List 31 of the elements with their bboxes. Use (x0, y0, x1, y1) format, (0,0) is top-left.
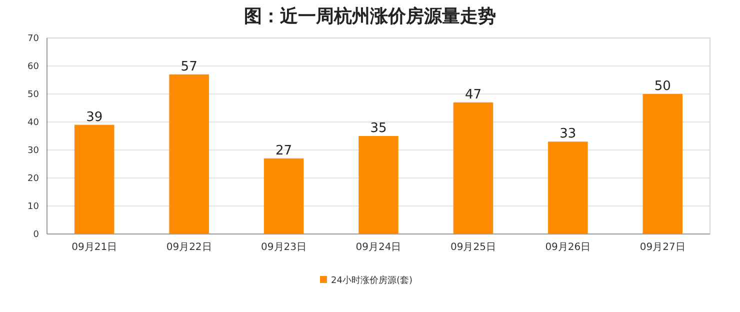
bar (74, 124, 114, 234)
data-label: 39 (86, 110, 103, 125)
legend-label: 24小时涨价房源(套) (331, 275, 412, 286)
bar (358, 136, 398, 234)
y-tick-label: 0 (33, 230, 40, 240)
data-label: 47 (464, 87, 482, 102)
x-tick-label: 09月27日 (640, 242, 686, 253)
x-tick-label: 09月21日 (72, 242, 118, 253)
data-label: 35 (370, 121, 387, 136)
data-label: 50 (654, 79, 671, 94)
bar (169, 74, 209, 234)
y-tick-label: 70 (28, 34, 40, 44)
x-tick-label: 09月26日 (545, 242, 591, 253)
bar (548, 142, 588, 234)
y-tick-label: 30 (28, 146, 40, 156)
bar (453, 102, 494, 234)
y-tick-label: 10 (28, 202, 40, 212)
data-label: 57 (180, 59, 198, 74)
bar (264, 158, 304, 234)
x-tick-label: 09月24日 (356, 242, 402, 253)
x-tick-label: 09月22日 (166, 242, 212, 253)
y-tick-label: 20 (28, 174, 40, 184)
x-tick-label: 09月25日 (450, 242, 496, 253)
y-tick-label: 40 (28, 118, 40, 128)
y-tick-label: 60 (28, 62, 40, 72)
y-tick-label: 50 (28, 90, 40, 100)
data-label: 27 (276, 143, 292, 158)
x-tick-label: 09月23日 (261, 242, 307, 253)
data-label: 33 (560, 126, 576, 142)
bar (642, 94, 683, 234)
chart-title: 图：近一周杭州涨价房源量走势 (244, 6, 496, 27)
